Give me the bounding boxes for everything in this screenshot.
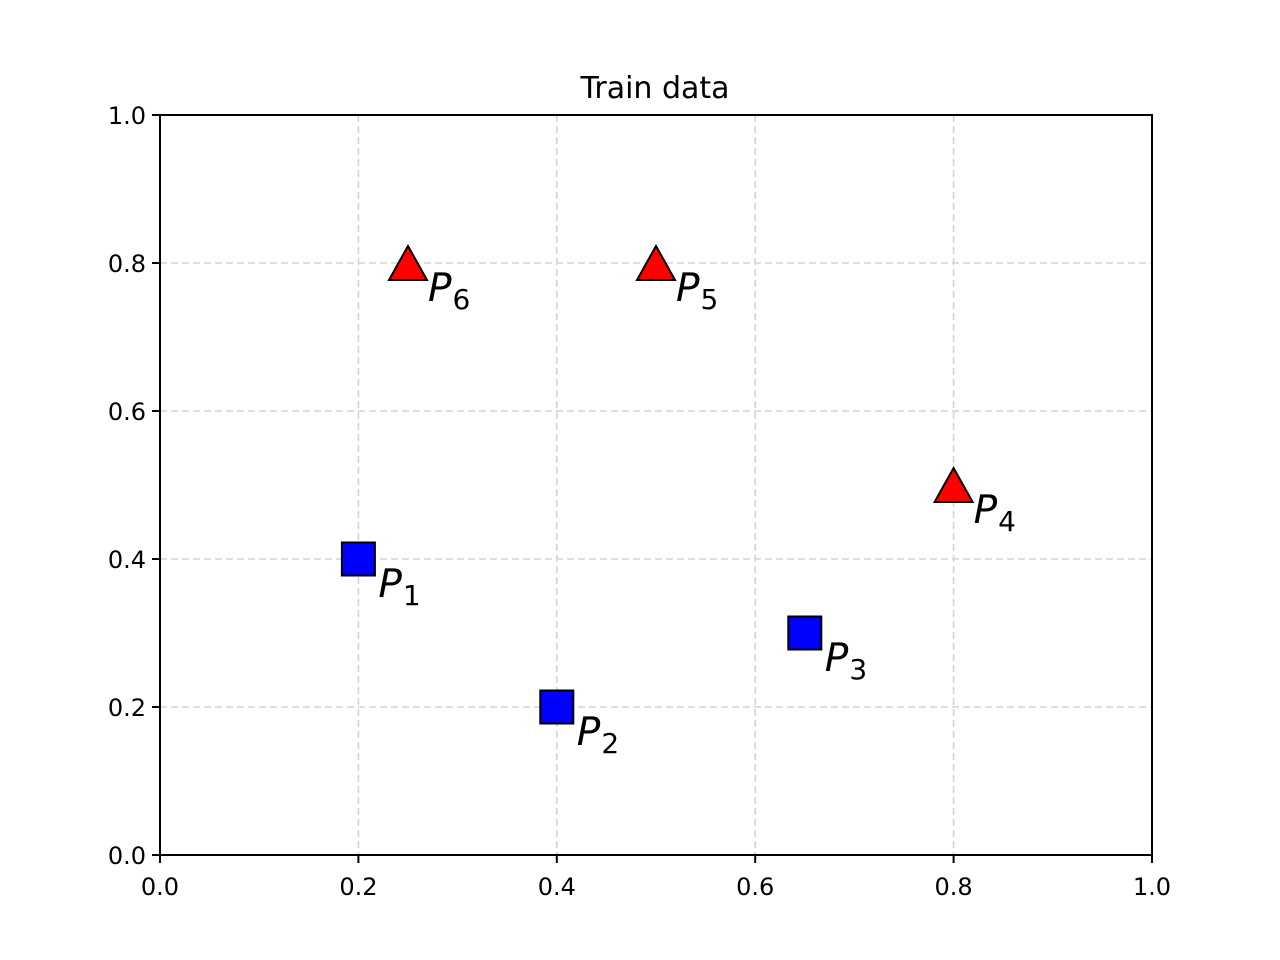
point-label-subscript: 4	[998, 505, 1016, 538]
point-label-letter: P	[378, 562, 402, 607]
point-label: P5	[676, 266, 718, 316]
triangle-marker	[635, 243, 677, 281]
point-label-subscript: 3	[849, 653, 867, 686]
y-tick-label: 1.0	[108, 102, 146, 130]
y-tick-label: 0.6	[108, 398, 146, 426]
triangle-marker	[387, 243, 429, 281]
x-tick-label: 0.6	[736, 873, 774, 901]
x-tick-label: 0.4	[538, 873, 576, 901]
data-point: P3	[787, 615, 867, 686]
chart-title: Train data	[579, 71, 729, 106]
point-label-subscript: 2	[601, 727, 619, 760]
point-label-letter: P	[825, 636, 849, 681]
point-label: P2	[577, 710, 619, 760]
y-tick-label: 0.2	[108, 694, 146, 722]
point-label: P1	[378, 562, 420, 612]
square-marker	[787, 615, 823, 651]
plot-frame	[159, 114, 1153, 856]
square-marker	[340, 541, 376, 577]
square-marker	[539, 689, 575, 725]
point-label-letter: P	[676, 266, 700, 311]
point-label: P3	[825, 636, 867, 686]
x-tick-label: 0.2	[339, 873, 377, 901]
point-label: P6	[428, 266, 470, 316]
x-tick-label: 1.0	[1133, 873, 1171, 901]
point-label-subscript: 5	[701, 283, 719, 316]
y-axis: 0.0 0.2 0.4 0.6 0.8 1.0	[108, 102, 160, 870]
triangle-marker	[932, 465, 975, 503]
x-tick-label: 0.0	[141, 873, 179, 901]
data-point: P2	[539, 689, 619, 760]
data-point: P5	[635, 243, 718, 316]
x-axis: 0.0 0.2 0.4 0.6 0.8 1.0	[141, 855, 1171, 901]
point-label-subscript: 6	[453, 283, 471, 316]
point-label-letter: P	[974, 488, 998, 533]
data-point: P1	[340, 541, 421, 612]
point-label-letter: P	[428, 266, 452, 311]
point-label: P4	[974, 488, 1016, 538]
data-point: P6	[387, 243, 470, 316]
data-point: P4	[932, 465, 1016, 538]
point-label-letter: P	[577, 710, 601, 755]
point-label-subscript: 1	[403, 579, 421, 612]
grid	[159, 114, 1153, 856]
x-tick-label: 0.8	[935, 873, 973, 901]
y-tick-label: 0.4	[108, 546, 146, 574]
y-tick-label: 0.8	[108, 250, 146, 278]
y-tick-label: 0.0	[108, 842, 146, 870]
